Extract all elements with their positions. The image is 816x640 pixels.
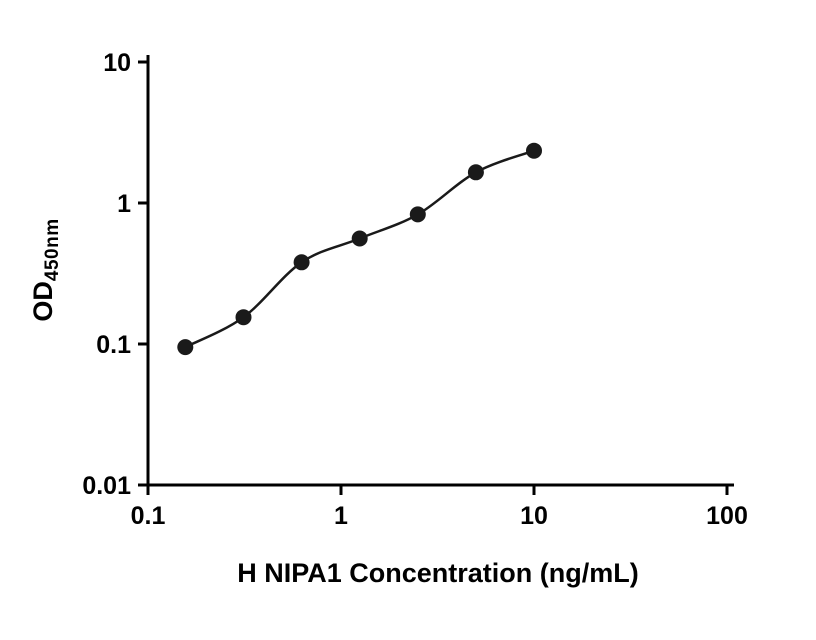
x-tick-label: 1 [334,502,348,530]
data-point [177,339,194,356]
x-tick-label: 10 [520,502,548,530]
y-tick-label: 0.01 [82,472,131,500]
y-axis-title-subscript: 450nm [42,218,63,282]
x-tick-label: 100 [706,502,748,530]
y-tick-label: 10 [103,49,131,77]
data-point [351,230,368,247]
y-axis-title-main: OD [28,281,58,322]
y-tick-label: 1 [117,190,131,218]
data-point [293,254,310,271]
x-axis-title: H NIPA1 Concentration (ng/mL) [237,558,639,588]
data-point [235,309,252,326]
x-tick-label: 0.1 [131,502,166,530]
y-axis-title: OD450nm [28,218,64,321]
y-tick-label: 0.1 [96,331,131,359]
data-point [467,164,484,181]
data-point [526,142,542,159]
data-point [409,206,426,223]
